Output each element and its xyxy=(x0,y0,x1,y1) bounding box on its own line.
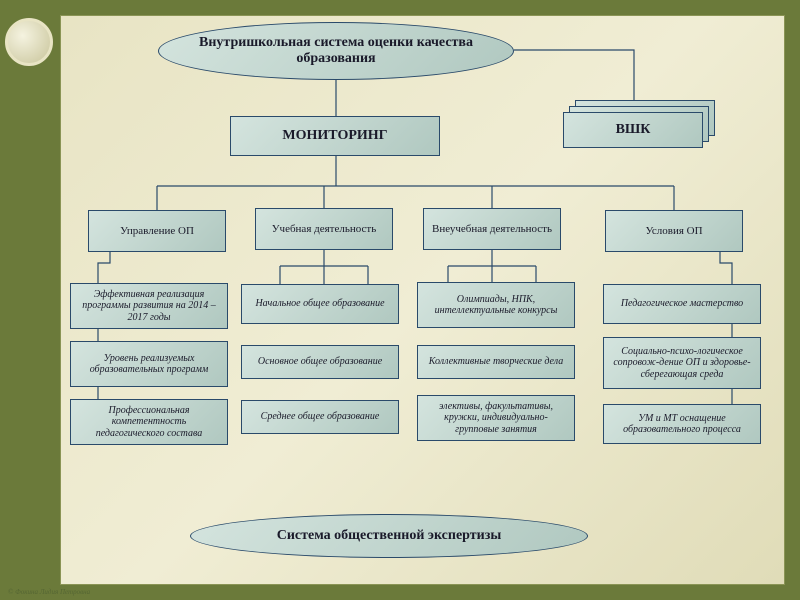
node-l2c: Среднее общее образование xyxy=(241,400,399,434)
node-l3c: элективы, факультативы, кружки, индивиду… xyxy=(417,395,575,441)
node-l4c: УМ и МТ оснащение образовательного проце… xyxy=(603,404,761,444)
node-l2b: Основное общее образование xyxy=(241,345,399,379)
node-cat3: Внеучебная деятельность xyxy=(423,208,561,250)
decorative-circle xyxy=(5,18,53,66)
node-cat2: Учебная деятельность xyxy=(255,208,393,250)
node-monitoring: МОНИТОРИНГ xyxy=(230,116,440,156)
node-l1b: Уровень реализуемых образовательных прог… xyxy=(70,341,228,387)
node-l4a: Педагогическое мастерство xyxy=(603,284,761,324)
node-label-cat4: Условия ОП xyxy=(645,225,702,238)
node-label-monitoring: МОНИТОРИНГ xyxy=(282,128,387,144)
node-footer: Система общественной экспертизы xyxy=(190,514,588,558)
node-label-cat1: Управление ОП xyxy=(120,225,194,238)
node-cat4: Условия ОП xyxy=(605,210,743,252)
node-label-l3a: Олимпиады, НПК, интеллектуальные конкурс… xyxy=(424,294,568,317)
node-label-footer: Система общественной экспертизы xyxy=(277,528,502,544)
node-l3b: Коллективные творческие дела xyxy=(417,345,575,379)
node-l4b: Социально-психо-логическое сопровож-дени… xyxy=(603,337,761,389)
node-label-l4b: Социально-психо-логическое сопровож-дени… xyxy=(610,346,754,381)
node-label-l1a: Эффективная реализация программы развити… xyxy=(77,289,221,324)
node-label-l4a: Педагогическое мастерство xyxy=(621,298,743,310)
node-l3a: Олимпиады, НПК, интеллектуальные конкурс… xyxy=(417,282,575,328)
node-label-l2b: Основное общее образование xyxy=(258,356,382,368)
node-label-cat3: Внеучебная деятельность xyxy=(432,223,552,236)
node-label-title: Внутришкольная система оценки качества о… xyxy=(165,35,507,67)
node-label-l1b: Уровень реализуемых образовательных прог… xyxy=(77,353,221,376)
node-vshk: ВШК xyxy=(563,112,703,148)
node-label-l2a: Начальное общее образование xyxy=(255,298,384,310)
node-title: Внутришкольная система оценки качества о… xyxy=(158,22,514,80)
node-label-cat2: Учебная деятельность xyxy=(272,223,376,236)
node-cat1: Управление ОП xyxy=(88,210,226,252)
node-label-l3b: Коллективные творческие дела xyxy=(429,356,563,368)
credit-text: © Фокина Лидия Петровна xyxy=(8,588,90,596)
node-l1a: Эффективная реализация программы развити… xyxy=(70,283,228,329)
node-label-l2c: Среднее общее образование xyxy=(261,411,380,423)
node-label-vshk: ВШК xyxy=(616,122,651,138)
node-l2a: Начальное общее образование xyxy=(241,284,399,324)
node-label-l3c: элективы, факультативы, кружки, индивиду… xyxy=(424,401,568,436)
node-label-l1c: Профессиональная компетентность педагоги… xyxy=(77,405,221,440)
node-l1c: Профессиональная компетентность педагоги… xyxy=(70,399,228,445)
node-label-l4c: УМ и МТ оснащение образовательного проце… xyxy=(610,413,754,436)
